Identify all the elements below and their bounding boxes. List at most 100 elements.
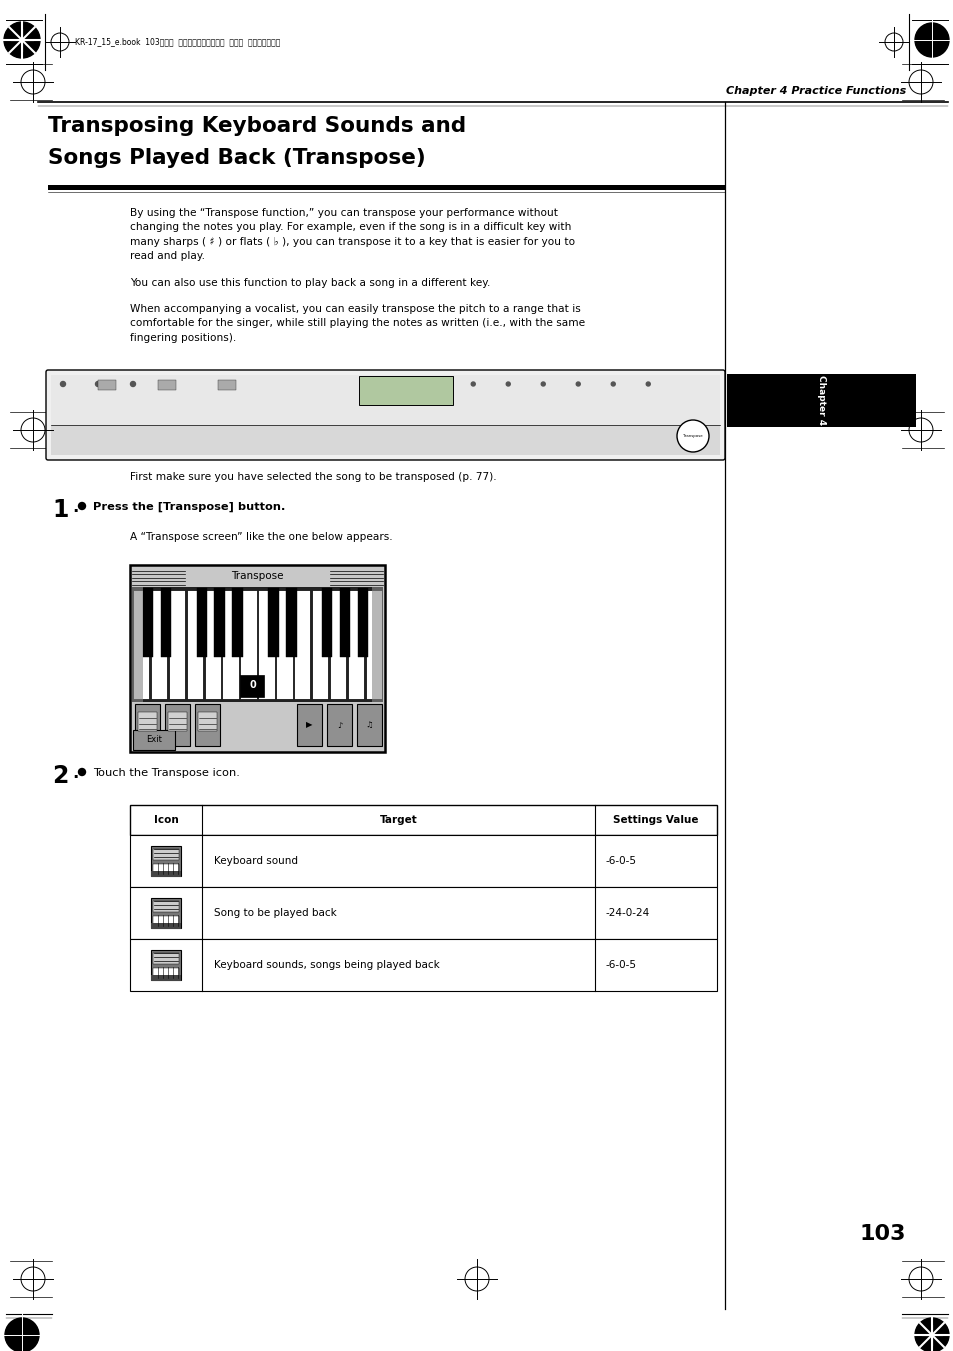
Bar xyxy=(222,590,238,698)
Circle shape xyxy=(60,381,66,386)
Text: 2: 2 xyxy=(52,765,69,788)
Bar xyxy=(165,704,190,746)
Bar xyxy=(168,712,187,731)
Bar xyxy=(130,805,717,835)
Text: Keyboard sound: Keyboard sound xyxy=(213,857,297,866)
Text: Keyboard sounds, songs being played back: Keyboard sounds, songs being played back xyxy=(213,961,439,970)
Bar xyxy=(98,380,116,390)
Text: ♪: ♪ xyxy=(336,720,342,730)
Circle shape xyxy=(677,420,708,453)
Circle shape xyxy=(131,381,135,386)
Text: ♫: ♫ xyxy=(365,720,373,730)
Bar xyxy=(322,588,332,657)
Text: Exit: Exit xyxy=(146,735,162,744)
Bar xyxy=(151,950,181,979)
Bar xyxy=(132,590,149,698)
Text: KR-17_15_e.book  103ページ  ２００４年１２月６日  月曜日  午後１時５４分: KR-17_15_e.book 103ページ ２００４年１２月６日 月曜日 午後… xyxy=(75,38,280,46)
Bar xyxy=(339,588,350,657)
Bar xyxy=(132,586,382,703)
Text: A “Transpose screen” like the one below appears.: A “Transpose screen” like the one below … xyxy=(130,532,393,542)
Bar xyxy=(358,376,453,405)
Bar xyxy=(138,712,157,731)
Bar xyxy=(51,376,720,426)
Bar xyxy=(132,586,143,703)
Bar xyxy=(48,185,724,190)
Bar xyxy=(366,590,382,698)
Bar xyxy=(51,426,720,455)
Bar xyxy=(132,730,174,750)
Bar xyxy=(348,590,364,698)
Bar xyxy=(296,704,322,746)
Circle shape xyxy=(506,382,510,386)
Bar xyxy=(151,590,167,698)
Circle shape xyxy=(5,1319,39,1351)
Text: Transposing Keyboard Sounds and: Transposing Keyboard Sounds and xyxy=(48,116,466,136)
Bar xyxy=(258,590,274,698)
Text: Transpose: Transpose xyxy=(682,434,702,438)
Bar xyxy=(204,590,220,698)
Bar xyxy=(135,704,160,746)
Text: .: . xyxy=(71,765,78,782)
Text: -6-0-5: -6-0-5 xyxy=(604,961,636,970)
Bar xyxy=(130,939,717,992)
Circle shape xyxy=(471,382,475,386)
Circle shape xyxy=(95,381,100,386)
Bar xyxy=(357,588,368,657)
Bar xyxy=(356,704,381,746)
Text: Icon: Icon xyxy=(153,815,178,825)
Bar xyxy=(198,712,216,731)
Text: Song to be played back: Song to be played back xyxy=(213,908,336,917)
Text: ▶: ▶ xyxy=(306,720,313,730)
Bar xyxy=(169,590,185,698)
Text: Settings Value: Settings Value xyxy=(613,815,698,825)
Bar xyxy=(194,704,220,746)
Text: 0: 0 xyxy=(249,680,255,690)
Circle shape xyxy=(576,382,579,386)
Bar xyxy=(286,588,296,657)
Bar xyxy=(151,898,181,928)
Bar xyxy=(151,923,181,929)
Text: Transpose: Transpose xyxy=(231,571,283,581)
Text: Target: Target xyxy=(379,815,417,825)
FancyBboxPatch shape xyxy=(46,370,724,459)
Bar xyxy=(130,835,717,888)
Bar xyxy=(152,848,179,861)
Bar xyxy=(276,590,293,698)
Bar xyxy=(240,676,264,697)
Bar xyxy=(152,901,179,912)
Bar xyxy=(187,590,203,698)
Text: When accompanying a vocalist, you can easily transpose the pitch to a range that: When accompanying a vocalist, you can ea… xyxy=(130,304,584,343)
Bar xyxy=(294,590,310,698)
Bar xyxy=(196,588,207,657)
Bar xyxy=(152,969,179,979)
Circle shape xyxy=(540,382,545,386)
Text: -6-0-5: -6-0-5 xyxy=(604,857,636,866)
Text: Chapter 4 Practice Functions: Chapter 4 Practice Functions xyxy=(725,86,905,96)
Text: .: . xyxy=(71,499,78,516)
Circle shape xyxy=(611,382,615,386)
Circle shape xyxy=(645,382,650,386)
Text: Songs Played Back (Transpose): Songs Played Back (Transpose) xyxy=(48,149,425,168)
Text: First make sure you have selected the song to be transposed (p. 77).: First make sure you have selected the so… xyxy=(130,471,497,482)
Bar xyxy=(151,846,181,875)
Bar xyxy=(152,952,179,965)
Circle shape xyxy=(78,769,86,775)
Bar xyxy=(158,380,175,390)
Text: Touch the Transpose icon.: Touch the Transpose icon. xyxy=(92,767,239,778)
Bar xyxy=(151,871,181,877)
Bar xyxy=(372,586,382,703)
Circle shape xyxy=(914,1319,948,1351)
Bar xyxy=(726,374,915,427)
Bar xyxy=(218,380,235,390)
Text: 1: 1 xyxy=(52,499,69,521)
Bar xyxy=(152,916,179,927)
Circle shape xyxy=(165,381,171,386)
Bar xyxy=(152,865,179,875)
Text: 103: 103 xyxy=(859,1224,905,1244)
Text: Press the [Transpose] button.: Press the [Transpose] button. xyxy=(92,503,285,512)
Bar xyxy=(327,704,352,746)
Bar xyxy=(130,888,717,939)
Circle shape xyxy=(4,22,40,58)
Bar xyxy=(330,590,346,698)
Bar xyxy=(130,565,385,753)
